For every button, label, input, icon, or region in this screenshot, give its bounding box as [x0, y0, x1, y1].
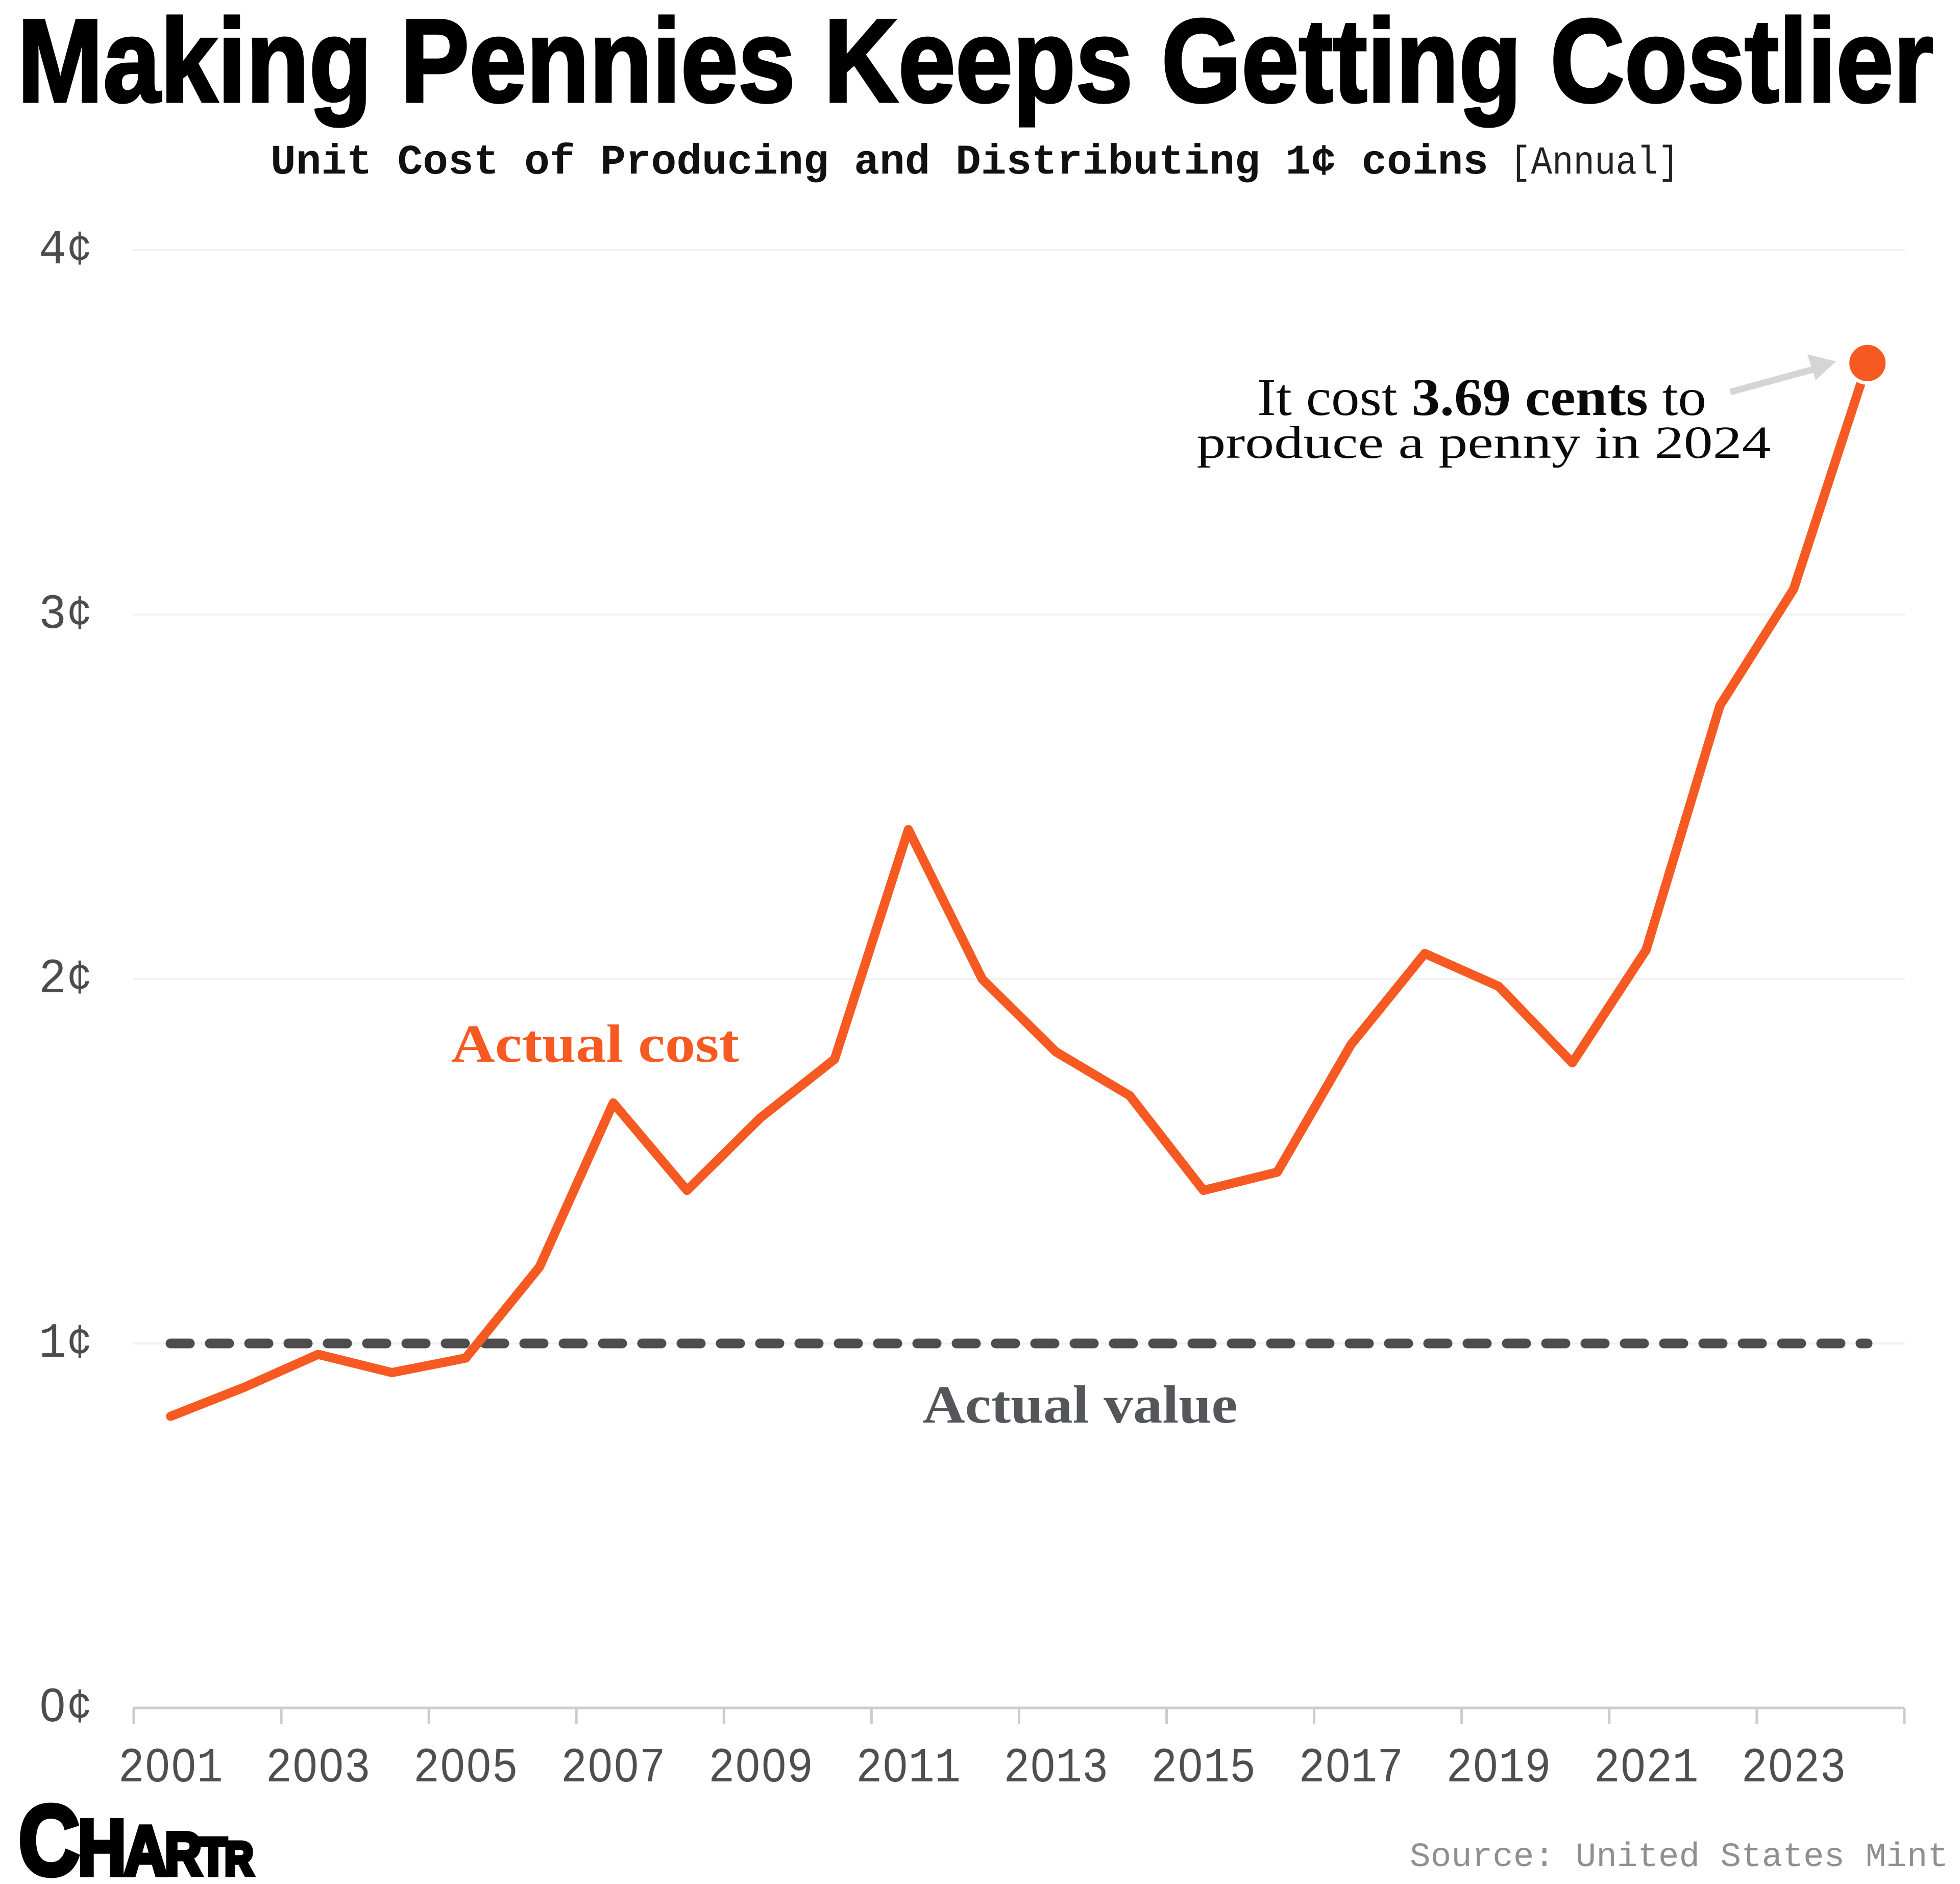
svg-text:Actual value: Actual value [923, 1375, 1238, 1434]
svg-text:2003: 2003 [266, 1741, 371, 1796]
svg-text:¢: ¢ [67, 589, 92, 642]
svg-text:2001: 2001 [118, 1741, 223, 1796]
svg-text:¢: ¢ [67, 1317, 92, 1371]
svg-text:¢: ¢ [67, 224, 92, 278]
svg-text:2013: 2013 [1003, 1741, 1108, 1796]
svg-text:Unit Cost of Producing and Dis: Unit Cost of Producing and Distributing … [271, 138, 1488, 186]
svg-text:2007: 2007 [561, 1741, 666, 1796]
svg-text:3: 3 [39, 587, 66, 643]
svg-text:2009: 2009 [708, 1741, 813, 1796]
svg-text:¢: ¢ [67, 1682, 92, 1735]
svg-text:2021: 2021 [1594, 1741, 1699, 1796]
svg-text:Making Pennies Keeps Getting C: Making Pennies Keeps Getting Costlier [17, 0, 1933, 127]
svg-text:CHARTR: CHARTR [18, 1784, 253, 1884]
svg-text:2011: 2011 [856, 1741, 961, 1796]
svg-text:¢: ¢ [67, 953, 92, 1007]
svg-text:2: 2 [39, 951, 66, 1007]
svg-text:It cost 3.69 cents to: It cost 3.69 cents to [1257, 368, 1706, 427]
svg-text:2005: 2005 [413, 1741, 518, 1796]
svg-text:Source: United States Mint: Source: United States Mint [1410, 1838, 1948, 1877]
svg-text:[Annual]: [Annual] [1510, 141, 1679, 186]
svg-text:2015: 2015 [1151, 1741, 1256, 1796]
svg-text:2019: 2019 [1447, 1741, 1551, 1796]
svg-text:4: 4 [39, 223, 66, 278]
svg-text:Actual cost: Actual cost [451, 1014, 739, 1073]
svg-text:produce a penny in 2024: produce a penny in 2024 [1197, 418, 1771, 468]
svg-text:2023: 2023 [1742, 1741, 1846, 1796]
svg-text:2017: 2017 [1298, 1741, 1403, 1796]
svg-text:1: 1 [39, 1316, 66, 1372]
